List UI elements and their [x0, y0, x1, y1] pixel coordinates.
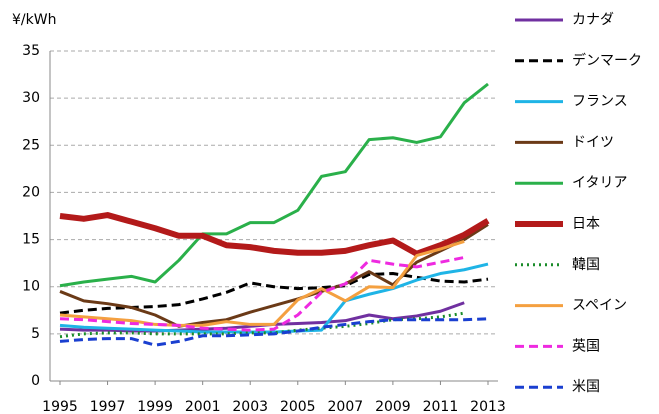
y-tick-label: 0 — [31, 373, 40, 389]
legend-label: 米国 — [572, 379, 600, 395]
series-line — [59, 223, 489, 328]
legend-label: カナダ — [572, 12, 614, 28]
x-tick-label: 1997 — [90, 399, 126, 414]
x-tick-label: 2003 — [232, 399, 268, 414]
y-tick-label: 20 — [22, 184, 40, 200]
y-tick-label: 10 — [22, 279, 40, 295]
y-tick-label: 30 — [22, 90, 40, 106]
y-tick-label: 25 — [22, 137, 40, 153]
legend-label: イタリア — [572, 175, 627, 191]
y-tick-label: 5 — [31, 326, 40, 342]
legend-label: 韓国 — [572, 257, 600, 273]
legend-label: 英国 — [572, 337, 600, 354]
x-tick-label: 2005 — [280, 399, 316, 414]
legend-label: デンマーク — [572, 52, 642, 69]
x-tick-label: 1995 — [42, 399, 78, 414]
y-tick-label: 15 — [22, 232, 40, 248]
y-axis-label: ¥/kWh — [12, 12, 56, 28]
series-line — [59, 82, 489, 288]
y-tick-label: 35 — [22, 43, 40, 59]
x-tick-label: 2009 — [375, 399, 411, 414]
series-line — [59, 256, 465, 332]
legend-label: フランス — [572, 94, 628, 110]
x-tick-label: 1999 — [137, 399, 173, 414]
x-tick-label: 2001 — [185, 399, 221, 414]
x-tick-label: 2007 — [328, 399, 364, 414]
x-tick-label: 2013 — [470, 399, 506, 414]
series-line — [59, 262, 489, 334]
legend-label: スペイン — [572, 298, 627, 314]
series-line — [59, 317, 489, 347]
legend-label: ドイツ — [572, 134, 614, 150]
series-line — [59, 240, 465, 327]
legend-label: 日本 — [572, 216, 600, 232]
x-tick-label: 2011 — [423, 399, 459, 414]
series-line — [59, 212, 490, 257]
